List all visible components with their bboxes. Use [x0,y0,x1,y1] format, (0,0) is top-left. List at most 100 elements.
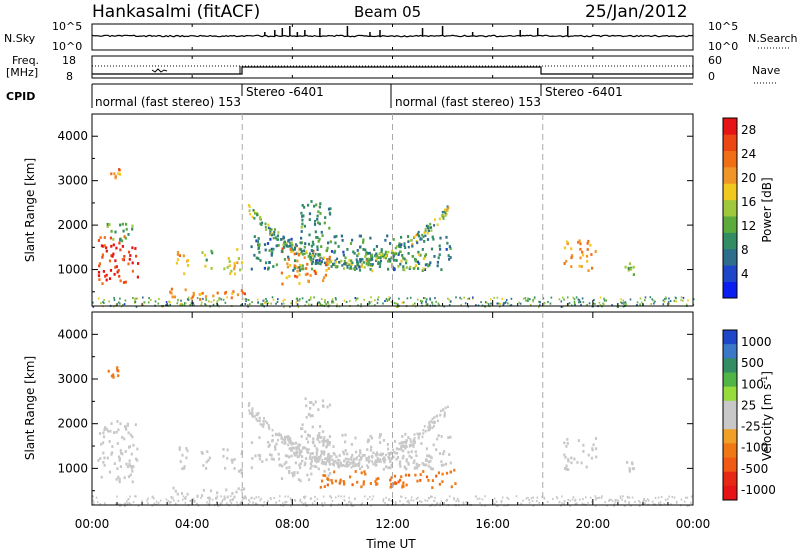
region-cell [105,427,108,431]
ytick-label: 1000 [57,461,88,475]
region-cell [257,237,260,240]
speckle-cell [563,500,566,503]
speckle-cell [284,503,287,506]
echo-cell [423,231,426,234]
region-cell [437,434,440,437]
speckle-cell [630,504,632,507]
speckle-cell [283,302,285,305]
speckle-cell [680,296,683,299]
speckle-cell [687,299,689,302]
region-cell [326,246,329,250]
echo-cell [447,206,450,209]
region-cell [412,442,415,446]
echo-cell [269,227,272,231]
echo-cell [307,448,310,451]
xtick-label: 20:00 [576,517,611,531]
speckle-cell [599,296,602,299]
speckle-cell [294,499,296,501]
region-cell [192,291,195,295]
speckle-cell [264,301,266,304]
speckle-cell [561,305,564,308]
echo-cell [248,402,251,405]
echo-cell [422,235,425,238]
region-cell [364,255,367,258]
region-cell [579,242,582,246]
speckle-cell [686,496,689,499]
region-cell [287,239,290,243]
region-cell [313,269,316,273]
region-cell [435,448,438,451]
region-cell [381,253,384,256]
echo-cell [382,452,384,456]
region-cell [326,261,329,264]
speckle-cell [464,302,467,305]
speckle-cell [663,503,666,506]
speckle-cell [562,296,564,299]
speckle-cell [211,498,214,501]
speckle-cell [425,303,428,306]
xtick-label: 00:00 [676,517,711,531]
speckle-cell [507,498,510,500]
region-cell [304,457,308,460]
region-cell [359,259,362,263]
region-cell [337,245,340,248]
region-cell [326,258,329,261]
speckle-cell [276,301,279,303]
region-cell [626,461,629,464]
region-cell [392,482,395,486]
echo-cell [350,267,353,270]
region-cell [563,453,566,457]
speckle-cell [480,301,482,304]
echo-cell [442,408,445,412]
echo-cell [260,223,263,226]
echo-cell [340,464,343,467]
region-cell [398,462,401,466]
echo-cell [390,251,393,255]
region-cell [103,236,106,239]
echo-cell [252,209,255,212]
echo-cell [296,251,299,254]
region-cell [628,467,631,470]
region-cell [300,211,303,215]
region-cell [390,457,393,460]
echo-cell [371,255,374,259]
speckle-cell [493,497,496,500]
echo-cell [261,221,264,225]
speckle-cell [662,303,665,306]
region-cell [225,488,228,492]
region-cell [323,276,326,280]
echo-cell [273,230,276,234]
region-cell [284,454,287,458]
speckle-cell [506,496,509,499]
region-cell [318,440,321,444]
speckle-cell [412,499,415,502]
region-cell [277,452,280,456]
region-cell [403,268,406,272]
region-cell [182,254,185,258]
echo-cell [331,462,334,466]
speckle-cell [153,497,155,500]
region-cell [407,473,411,477]
region-cell [413,266,417,270]
region-cell [317,221,320,225]
region-cell [316,456,319,460]
echo-cell [309,455,312,458]
echo-cell [261,423,264,427]
speckle-cell [282,502,284,505]
region-cell [595,447,598,451]
region-cell [566,240,569,244]
region-cell [443,450,446,453]
speckle-cell [340,495,343,498]
region-cell [299,452,302,456]
speckle-cell [596,497,599,500]
speckle-cell [568,302,571,305]
region-cell [127,431,130,435]
region-cell [301,204,304,207]
speckle-cell [531,500,534,503]
region-cell [115,246,118,250]
echo-cell [379,254,382,258]
region-cell [379,256,382,260]
region-cell [386,443,389,446]
region-cell [384,253,387,257]
